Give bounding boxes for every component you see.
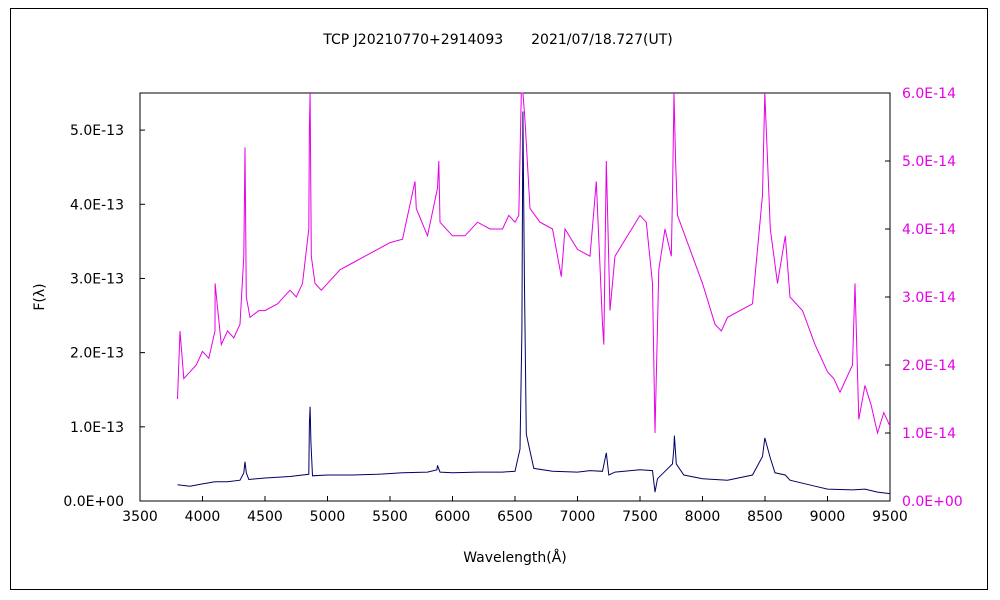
y-right-tick-label: 2.0E-14 bbox=[902, 358, 956, 374]
axes-layer: 3500 4000 4500 5000 5500 6000 6500 7000 7500 8000… bbox=[63, 86, 962, 525]
y-right-tick-label: 0.0E+00 bbox=[902, 494, 963, 510]
x-tick-label: 6500 bbox=[497, 509, 533, 525]
x-tick-label: 7500 bbox=[622, 509, 658, 525]
spectrum-line-right-axis bbox=[177, 92, 891, 435]
y-right-tick-label: 6.0E-14 bbox=[902, 86, 956, 102]
x-tick-label: 5000 bbox=[310, 509, 346, 525]
chart-frame bbox=[10, 8, 988, 590]
y-right-tick-label: 4.0E-14 bbox=[902, 222, 956, 238]
y-left-tick-label: 3.0E-13 bbox=[70, 271, 124, 287]
x-tick-label: 7000 bbox=[560, 509, 596, 525]
y-left-tick-label: 2.0E-13 bbox=[70, 346, 124, 362]
x-tick-label: 4500 bbox=[247, 509, 283, 525]
y-right-tick-label: 1.0E-14 bbox=[902, 426, 956, 442]
x-tick-label: 8500 bbox=[747, 509, 783, 525]
plot-area bbox=[139, 92, 891, 502]
y-left-tick-label: 5.0E-13 bbox=[70, 123, 124, 139]
y-right-tick-label: 3.0E-14 bbox=[902, 290, 956, 306]
chart-title: TCP J20210770+2914093 2021/07/18.727(UT) bbox=[322, 32, 672, 48]
x-tick-label: 9500 bbox=[872, 509, 908, 525]
y-right-tick-label: 5.0E-14 bbox=[902, 154, 956, 170]
x-tick-label: 5500 bbox=[372, 509, 408, 525]
y-axis-label: F(λ) bbox=[32, 283, 48, 310]
x-tick-label: 9000 bbox=[810, 509, 846, 525]
series-layer bbox=[177, 92, 891, 495]
y-left-tick-label: 0.0E+00 bbox=[63, 494, 124, 510]
x-tick-label: 6000 bbox=[435, 509, 471, 525]
x-tick-label: 4000 bbox=[185, 509, 221, 525]
y-left-tick-label: 4.0E-13 bbox=[70, 197, 124, 213]
x-axis-label: Wavelength(Å) bbox=[463, 549, 567, 566]
x-tick-label: 3500 bbox=[122, 509, 158, 525]
y-left-tick-label: 1.0E-13 bbox=[70, 420, 124, 436]
spectrum-line-left-axis bbox=[177, 111, 891, 495]
x-tick-label: 8000 bbox=[685, 509, 721, 525]
